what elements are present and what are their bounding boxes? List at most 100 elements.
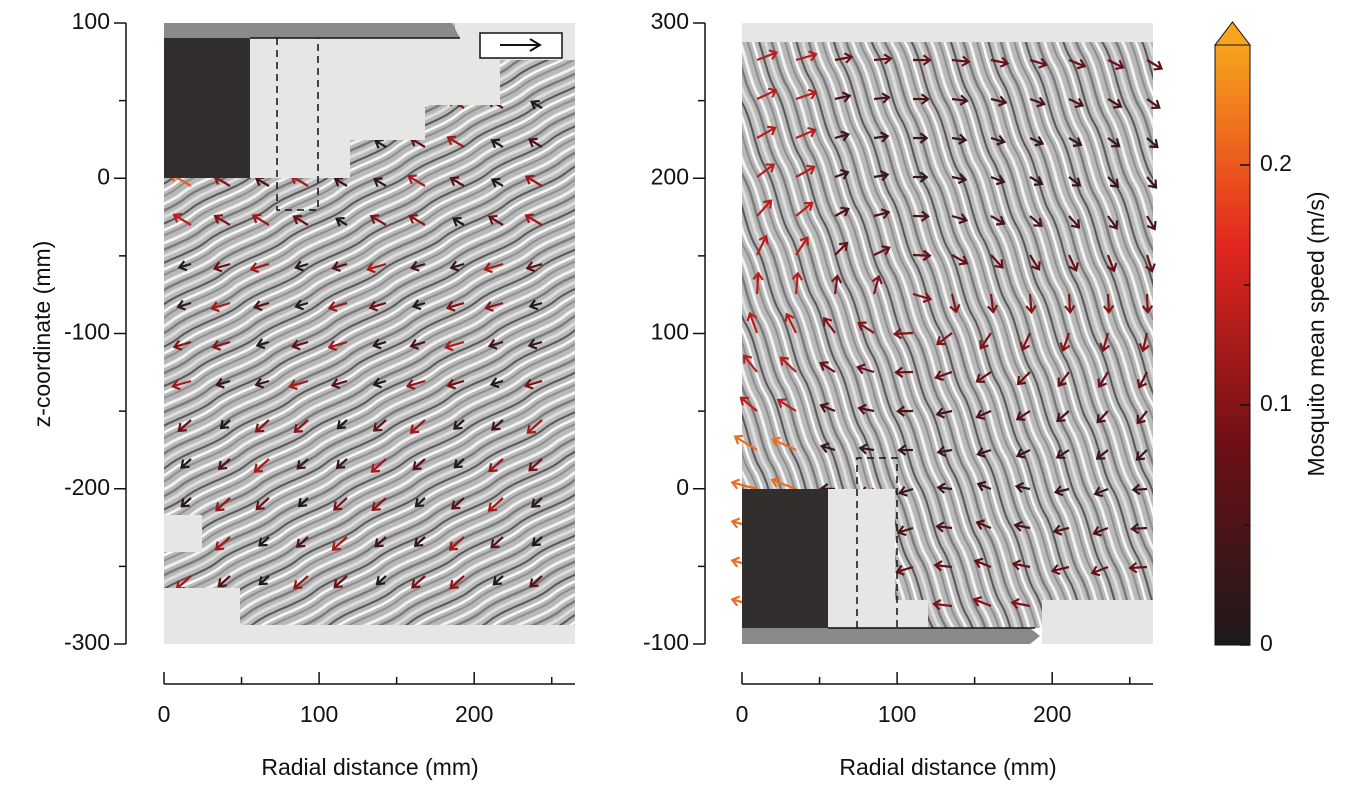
flow-arrow (525, 261, 543, 273)
flow-arrow (487, 497, 504, 512)
flow-arrow (217, 575, 231, 588)
y-tick-label: -100 (643, 629, 689, 655)
flow-arrow (756, 87, 778, 101)
flow-arrow (294, 260, 309, 272)
flow-arrow (1099, 332, 1111, 353)
flow-arrow (784, 312, 797, 334)
flow-arrow (530, 99, 543, 110)
flow-arrow (293, 575, 309, 590)
flow-arrow (834, 91, 852, 103)
flow-arrow (873, 170, 890, 182)
flow-arrow (490, 138, 504, 149)
flow-arrow (976, 480, 992, 492)
flow-arrow (795, 126, 817, 140)
flow-arrow (211, 339, 231, 351)
flow-arrow (180, 458, 192, 469)
flow-arrow (258, 575, 270, 586)
flow-arrow (1029, 254, 1041, 271)
x-axis-label: Radial distance (mm) (839, 754, 1056, 780)
flow-arrow (210, 301, 231, 313)
flow-arrow (293, 419, 309, 434)
colorbar-tick-label: 0.1 (1260, 390, 1292, 416)
flow-arrow (374, 138, 387, 149)
flow-arrow (370, 458, 387, 473)
flow-arrow (834, 130, 851, 142)
flow-arrow (336, 419, 348, 430)
flow-arrow (412, 458, 426, 471)
flow-arrow (255, 338, 270, 350)
flow-arrow (771, 436, 797, 452)
flow-arrow (1068, 97, 1085, 109)
flow-arrow (411, 299, 426, 311)
flow-arrow (1029, 96, 1046, 108)
flow-arrow (756, 49, 779, 62)
x-tick-label: 100 (300, 701, 338, 727)
flow-arrow (1056, 410, 1070, 423)
flow-arrow (951, 213, 969, 225)
y-axis-label: z-coordinate (mm) (29, 241, 55, 428)
flow-arrow (249, 262, 270, 274)
flow-arrow (1136, 371, 1148, 389)
flow-arrow (990, 134, 1006, 146)
colorbar-tick-label: 0.2 (1260, 150, 1292, 176)
flow-arrow (215, 497, 231, 512)
flow-arrow (975, 409, 992, 420)
flow-arrow (1013, 520, 1031, 532)
flow-arrow (979, 332, 992, 350)
flow-arrow (912, 132, 929, 144)
flow-arrow (819, 361, 836, 373)
flow-arrow (857, 321, 875, 334)
flow-arrow (327, 340, 348, 352)
flow-arrow (951, 133, 968, 145)
flow-arrow (529, 575, 543, 588)
flow-arrow (1010, 598, 1031, 610)
flow-arrow (1055, 449, 1070, 460)
flow-arrow (819, 402, 836, 413)
flow-arrow (791, 271, 803, 295)
y-tick-label: -100 (64, 319, 110, 345)
flow-arrow (1068, 254, 1079, 272)
flow-arrow (375, 575, 387, 586)
flow-arrow (371, 338, 387, 350)
flow-arrow (932, 598, 953, 611)
x-tick-label: 0 (158, 701, 171, 727)
flow-arrow (795, 164, 816, 178)
flow-arrow (451, 497, 465, 510)
flow-arrow (1015, 410, 1031, 421)
flow-arrow (1146, 176, 1158, 189)
flow-arrow (858, 443, 875, 455)
flow-arrow (894, 366, 914, 378)
flow-arrow (214, 536, 231, 551)
flow-arrow (912, 93, 930, 105)
flow-arrow (414, 497, 426, 508)
flow-arrow (972, 596, 992, 608)
flow-arrow (1092, 526, 1109, 537)
flow-arrow (1025, 293, 1037, 314)
flow-arrow (290, 339, 309, 351)
flow-arrow (330, 378, 348, 390)
flow-arrow (452, 216, 465, 227)
flow-arrow (990, 56, 1010, 68)
y-tick-label: 0 (676, 474, 689, 500)
flow-arrow (1131, 483, 1148, 496)
flow-arrow (873, 208, 891, 220)
flow-arrow (912, 54, 932, 66)
flow-arrow (873, 131, 890, 143)
flow-arrow (366, 262, 387, 274)
flow-arrow (453, 419, 465, 430)
flow-arrow (951, 94, 969, 106)
flow-arrow (176, 299, 192, 311)
flow-arrow (936, 482, 953, 494)
y-tick-label: -200 (64, 474, 110, 500)
flow-arrow (1064, 293, 1076, 315)
flow-arrow (990, 254, 1004, 269)
flow-arrow (526, 419, 543, 434)
colorbar (1214, 44, 1251, 646)
flow-arrow (1096, 410, 1109, 424)
flow-arrow (531, 536, 543, 547)
flow-arrow (180, 497, 192, 508)
flow-arrow (335, 216, 348, 227)
flow-arrow (779, 356, 797, 373)
flow-arrow (1050, 564, 1070, 576)
flow-arrow (733, 434, 758, 451)
